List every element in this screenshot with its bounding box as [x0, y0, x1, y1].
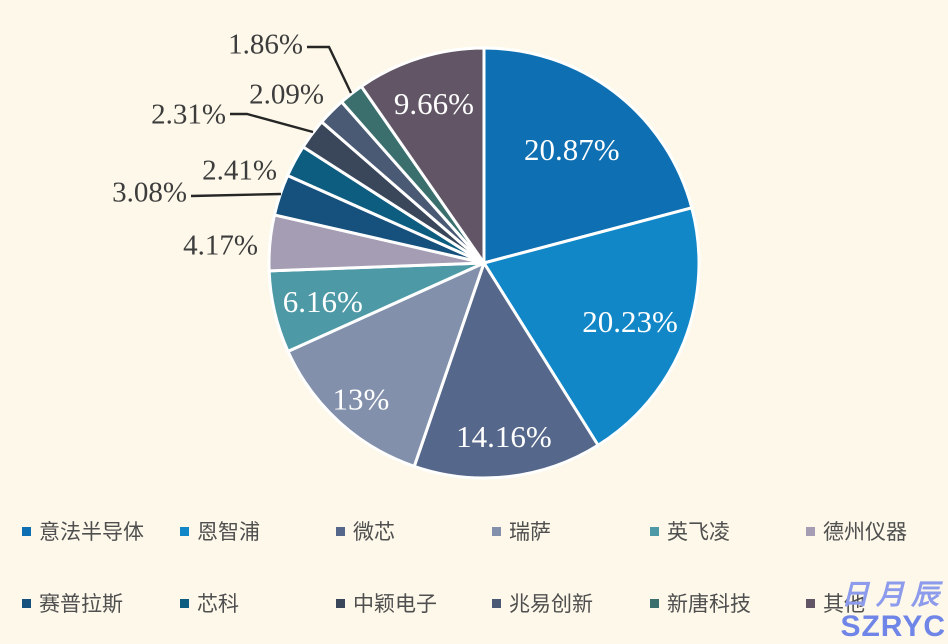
legend-item-德州仪器: 德州仪器 — [806, 520, 907, 544]
legend-marker-icon — [806, 526, 815, 536]
leader-line-赛普拉斯 — [190, 192, 282, 198]
legend-marker-icon — [806, 598, 815, 608]
legend-item-中颖电子: 中颖电子 — [336, 592, 437, 616]
legend-item-英飞凌: 英飞凌 — [650, 520, 730, 544]
legend-marker-icon — [650, 598, 659, 608]
legend-label: 芯科 — [197, 592, 239, 616]
pie-slice-其他 — [359, 46, 486, 265]
legend-label: 瑞萨 — [509, 520, 551, 544]
pie-slice-微芯 — [412, 261, 600, 480]
legend-marker-icon — [336, 598, 345, 608]
legend-marker-icon — [336, 526, 345, 536]
pie-label-德州仪器: 4.17% — [183, 229, 258, 261]
legend-marker-icon — [492, 526, 501, 536]
legend-label: 英飞凌 — [667, 520, 730, 544]
legend-item-意法半导体: 意法半导体 — [22, 520, 144, 544]
leader-line-新唐科技 — [307, 45, 353, 94]
pie-label-瑞萨: 13% — [332, 381, 389, 416]
pie-label-恩智浦: 20.23% — [582, 304, 678, 339]
legend-item-赛普拉斯: 赛普拉斯 — [22, 592, 123, 616]
legend-marker-icon — [180, 526, 189, 536]
legend-item-瑞萨: 瑞萨 — [492, 520, 551, 544]
pie-label-赛普拉斯: 3.08% — [112, 176, 187, 208]
legend-label: 恩智浦 — [197, 520, 260, 544]
pie-slice-瑞萨 — [286, 261, 486, 468]
legend-label: 新唐科技 — [667, 592, 751, 616]
legend-label: 德州仪器 — [823, 520, 907, 544]
legend-item-兆易创新: 兆易创新 — [492, 592, 593, 616]
legend-marker-icon — [650, 526, 659, 536]
legend-item-恩智浦: 恩智浦 — [180, 520, 260, 544]
legend-item-微芯: 微芯 — [336, 520, 395, 544]
legend-marker-icon — [22, 598, 31, 608]
legend-marker-icon — [180, 598, 189, 608]
legend-label: 兆易创新 — [509, 592, 593, 616]
legend-item-其他: 其他 — [806, 592, 865, 616]
legend-marker-icon — [492, 598, 501, 608]
legend-label: 中颖电子 — [353, 592, 437, 616]
leader-line-中颖电子 — [230, 112, 314, 134]
pie-label-兆易创新: 2.09% — [249, 78, 324, 110]
legend-label: 意法半导体 — [39, 520, 144, 544]
legend-label: 其他 — [823, 592, 865, 616]
pie-label-其他: 9.66% — [394, 86, 474, 121]
pie-label-意法半导体: 20.87% — [524, 132, 620, 167]
legend-marker-icon — [22, 526, 31, 536]
pie-slice-意法半导体 — [482, 46, 694, 265]
legend-item-芯科: 芯科 — [180, 592, 239, 616]
pie-label-中颖电子: 2.31% — [151, 98, 226, 130]
pie-label-新唐科技: 1.86% — [228, 28, 303, 60]
legend-label: 赛普拉斯 — [39, 592, 123, 616]
pie-label-微芯: 14.16% — [456, 419, 552, 454]
legend-label: 微芯 — [353, 520, 395, 544]
pie-label-英飞凌: 6.16% — [283, 284, 363, 319]
pie-slice-恩智浦 — [482, 206, 701, 447]
pie-label-芯科: 2.41% — [202, 154, 277, 186]
legend-item-新唐科技: 新唐科技 — [650, 592, 751, 616]
